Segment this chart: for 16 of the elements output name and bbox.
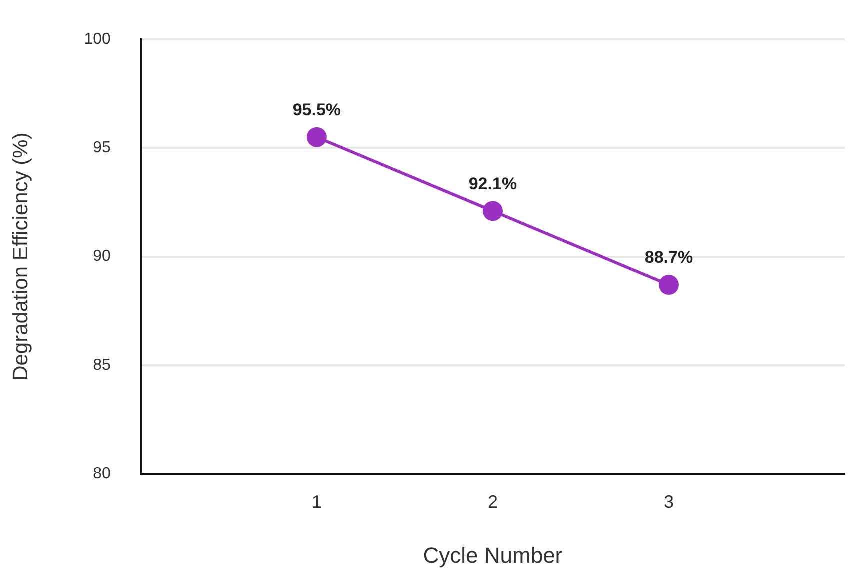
point [306,127,327,148]
x-tick-label: 3 [664,492,674,512]
x-tick-label: 2 [488,492,498,512]
data-label: 92.1% [468,174,518,194]
y-tick-label: 90 [93,248,111,266]
data-label: 95.5% [292,100,342,120]
y-tick-label: 80 [93,465,111,482]
x-tick-label: 1 [312,492,322,512]
point [482,201,503,222]
point [658,275,679,296]
y-axis-title: Degradation Efficiency (%) [9,132,32,381]
data-label: 88.7% [644,248,694,268]
x-axis-title: Cycle Number [423,542,563,568]
y-tick-label: 85 [93,356,111,374]
y-tick-label: 100 [84,31,111,48]
y-tick-label: 95 [93,140,111,157]
